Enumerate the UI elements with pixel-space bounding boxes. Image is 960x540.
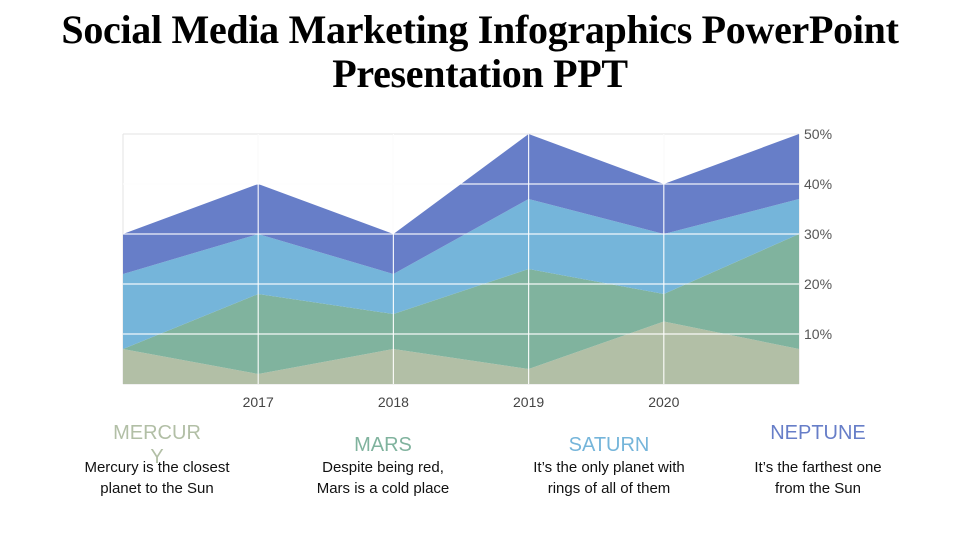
card-description: Despite being red, Mars is a cold place xyxy=(283,457,483,499)
y-tick-label: 10% xyxy=(804,326,832,342)
card-title: NEPTUNE xyxy=(770,422,866,444)
y-tick-label: 20% xyxy=(804,276,832,292)
card-description: It’s the farthest one from the Sun xyxy=(718,457,918,499)
y-tick-label: 30% xyxy=(804,226,832,242)
card-title: SATURN xyxy=(568,434,650,456)
area-neptune xyxy=(123,134,799,274)
card-mars: MARS Despite being red, Mars is a cold p… xyxy=(283,433,483,497)
x-tick-label: 2019 xyxy=(513,394,544,410)
card-description: It’s the only planet with rings of all o… xyxy=(509,457,709,499)
area-mars xyxy=(123,234,799,374)
y-axis-labels: 10% 20% 30% 40% 50% xyxy=(804,126,832,342)
area-mercury xyxy=(123,321,799,384)
chart-vertical-grid xyxy=(123,134,799,384)
card-title: MERCURY xyxy=(113,422,201,468)
card-text-line: from the Sun xyxy=(775,480,861,497)
card-description: Mercury is the closest planet to the Sun xyxy=(57,457,257,499)
y-tick-label: 40% xyxy=(804,176,832,192)
x-tick-label: 2017 xyxy=(243,394,274,410)
slide-title: Social Media Marketing Infographics Powe… xyxy=(61,7,899,96)
card-text-line: planet to the Sun xyxy=(100,480,214,497)
card-mercury: MERCURY Mercury is the closest planet to… xyxy=(57,421,257,497)
card-title: MARS xyxy=(354,434,412,456)
card-text-line: Despite being red, xyxy=(322,459,444,476)
card-text-line: Mercury is the closest xyxy=(84,459,230,476)
x-axis-labels: 2017 2018 2019 2020 xyxy=(243,394,680,410)
chart-areas xyxy=(123,134,799,384)
card-text-line: It’s the only planet with xyxy=(533,459,685,476)
card-text-line: It’s the farthest one xyxy=(754,459,882,476)
card-saturn: SATURN It’s the only planet with rings o… xyxy=(509,433,709,497)
x-tick-label: 2018 xyxy=(378,394,409,410)
card-neptune: NEPTUNE It’s the farthest one from the S… xyxy=(718,421,918,497)
card-text-line: Mars is a cold place xyxy=(316,480,450,497)
y-tick-label: 50% xyxy=(804,126,832,142)
card-text-line: rings of all of them xyxy=(547,480,671,497)
x-tick-label: 2020 xyxy=(648,394,679,410)
area-saturn xyxy=(123,199,799,349)
